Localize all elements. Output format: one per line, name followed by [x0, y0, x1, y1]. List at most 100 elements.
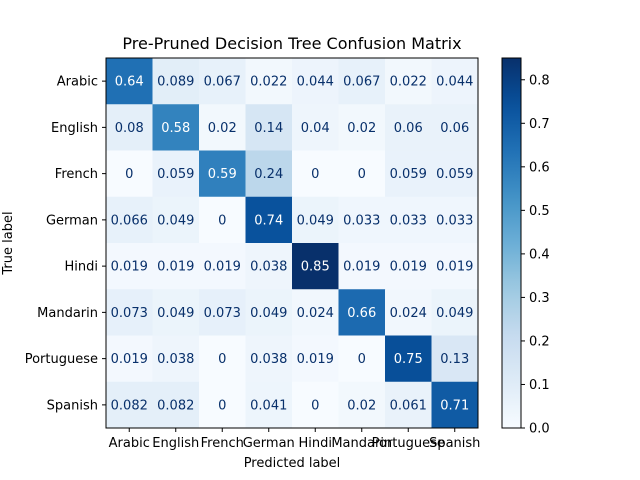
- colorbar-ticks: 0.0 0.1 0.2 0.3 0.4 0.5 0.6 0.7 0.8: [521, 73, 550, 437]
- cell-value-label: 0.059: [157, 167, 194, 182]
- heatmap-cell: [199, 150, 246, 198]
- x-tick-label: German: [243, 436, 295, 451]
- colorbar-tick-label: 0.5: [529, 204, 550, 219]
- heatmap-cells: [106, 58, 479, 429]
- heatmap-cell: [338, 381, 386, 429]
- x-tick-label: English: [152, 436, 199, 451]
- heatmap-cell: [292, 243, 339, 290]
- heatmap-cell: [152, 58, 200, 105]
- cell-value-label: 0.073: [204, 306, 241, 321]
- heatmap-cell: [106, 335, 153, 383]
- heatmap-cell: [431, 289, 479, 336]
- colorbar-tick-label: 0.7: [529, 117, 550, 132]
- heatmap-cell: [292, 150, 339, 198]
- cell-value-label: 0: [218, 213, 226, 228]
- heatmap-cell: [245, 289, 293, 336]
- cell-value-label: 0.019: [204, 260, 241, 275]
- cell-value-label: 0.044: [297, 75, 334, 90]
- heatmap-cell: [152, 335, 200, 383]
- heatmap-cell: [245, 243, 293, 290]
- cell-value-label: 0.059: [390, 167, 427, 182]
- cell-value-label: 0.24: [254, 167, 283, 182]
- cell-value-label: 0.02: [208, 121, 237, 136]
- heatmap-cell: [152, 381, 200, 429]
- cell-value-label: 0.13: [440, 352, 469, 367]
- cell-value-label: 0.073: [111, 306, 148, 321]
- cell-value-label: 0.64: [115, 75, 144, 90]
- cell-value-label: 0.066: [111, 213, 148, 228]
- cell-value-label: 0.059: [436, 167, 473, 182]
- cell-value-label: 0.85: [301, 260, 330, 275]
- y-tick-label: Hindi: [65, 260, 99, 275]
- cell-value-label: 0.082: [111, 398, 148, 413]
- cell-value-label: 0: [218, 352, 226, 367]
- heatmap-cell: [385, 243, 432, 290]
- cell-value-label: 0.089: [157, 75, 194, 90]
- cell-value-label: 0.038: [250, 260, 287, 275]
- cell-value-label: 0.033: [343, 213, 380, 228]
- cell-value-label: 0: [311, 398, 319, 413]
- cell-value-label: 0.019: [390, 260, 427, 275]
- heatmap-cell: [385, 381, 432, 429]
- cell-value-label: 0.04: [301, 121, 330, 136]
- cell-value-label: 0.049: [250, 306, 287, 321]
- y-tick-label: Mandarin: [37, 306, 98, 321]
- cell-value-label: 0: [311, 167, 319, 182]
- heatmap-cell: [199, 196, 246, 244]
- heatmap-cell: [292, 381, 339, 429]
- x-tick-label: Mandarin: [331, 436, 392, 451]
- heatmap-cell: [106, 104, 153, 151]
- cell-value-label: 0.044: [436, 75, 473, 90]
- x-tick-label: Spanish: [429, 436, 480, 451]
- cell-value-label: 0.024: [390, 306, 427, 321]
- heatmap-cell: [199, 381, 246, 429]
- cell-value-label: 0.041: [250, 398, 287, 413]
- cell-value-label: 0.061: [390, 398, 427, 413]
- heatmap-cell: [199, 243, 246, 290]
- cell-value-label: 0.049: [157, 213, 194, 228]
- y-tick-label: Portuguese: [25, 352, 98, 367]
- y-tick-label: French: [55, 167, 98, 182]
- cell-value-label: 0.08: [115, 121, 144, 136]
- y-tick-label: English: [51, 121, 98, 136]
- heatmap-cell: [152, 104, 200, 151]
- cell-value-label: 0: [125, 167, 133, 182]
- colorbar-tick-label: 0.8: [529, 73, 550, 88]
- cell-value-label: 0: [358, 352, 366, 367]
- colorbar-tick-label: 0.2: [529, 334, 550, 349]
- cell-value-label: 0.049: [157, 306, 194, 321]
- heatmap-cell: [431, 58, 479, 105]
- cell-value-label: 0.022: [390, 75, 427, 90]
- cell-value-label: 0.082: [157, 398, 194, 413]
- x-tick-label: Portuguese: [372, 436, 445, 451]
- heatmap-cell: [338, 335, 386, 383]
- heatmap-cell: [292, 104, 339, 151]
- heatmap-cell: [106, 150, 153, 198]
- heatmap-cell: [385, 196, 432, 244]
- x-tick-label: Arabic: [109, 436, 150, 451]
- heatmap-cell: [431, 381, 479, 429]
- y-tick-label: German: [46, 213, 98, 228]
- cell-value-label: 0.06: [394, 121, 423, 136]
- colorbar: [501, 57, 522, 429]
- cell-value-label: 0.06: [440, 121, 469, 136]
- heatmap-cell: [385, 104, 432, 151]
- cell-value-label: 0.019: [111, 260, 148, 275]
- cell-value-label: 0.038: [157, 352, 194, 367]
- heatmap-cell: [152, 196, 200, 244]
- heatmap-cell: [338, 196, 386, 244]
- cell-value-label: 0.02: [347, 121, 376, 136]
- heatmap-cell-labels: 0.64 0.089 0.067 0.022 0.044 0.067 0.022 0.044 0…: [111, 75, 474, 414]
- heatmap-cell: [199, 58, 246, 105]
- cell-value-label: 0.71: [440, 398, 469, 413]
- heatmap-cell: [292, 289, 339, 336]
- cell-value-label: 0.59: [208, 167, 237, 182]
- heatmap-cell: [152, 243, 200, 290]
- cell-value-label: 0.14: [254, 121, 283, 136]
- heatmap-cell: [385, 58, 432, 105]
- cell-value-label: 0.019: [297, 352, 334, 367]
- cell-value-label: 0.019: [157, 260, 194, 275]
- heatmap-cell: [199, 289, 246, 336]
- heatmap-cell: [338, 243, 386, 290]
